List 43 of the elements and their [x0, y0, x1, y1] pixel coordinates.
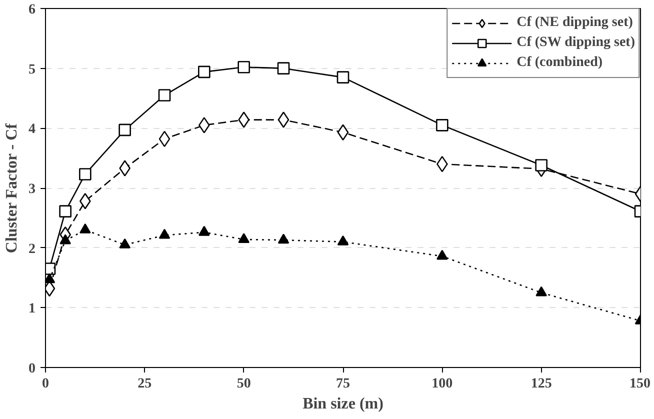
x-tick-label: 100 — [432, 376, 453, 392]
legend-label: Cf (NE dipping set) — [516, 15, 633, 31]
point — [337, 124, 349, 141]
point — [198, 226, 210, 236]
y-tick-label: 6 — [28, 2, 36, 18]
point — [238, 233, 250, 243]
y-tick-label: 5 — [28, 62, 36, 78]
y-tick-label: 0 — [28, 362, 36, 376]
y-tick-label: 3 — [28, 182, 36, 197]
y-axis-title: Cluster Factor - Cf — [4, 122, 20, 254]
point — [278, 234, 290, 244]
point — [60, 234, 71, 244]
point — [46, 273, 56, 284]
x-tick-label: 75 — [336, 376, 350, 392]
point — [198, 66, 210, 78]
point — [59, 205, 72, 218]
point — [277, 62, 290, 74]
point — [337, 235, 349, 246]
point — [436, 119, 448, 132]
legend-label: Cf (combined) — [516, 55, 603, 71]
point — [336, 71, 350, 84]
y-tick-label: 4 — [28, 122, 36, 138]
x-tick-label: 25 — [138, 376, 152, 392]
point — [158, 89, 171, 102]
point — [158, 130, 170, 148]
x-axis-title: Bin size (m) — [302, 396, 384, 412]
point — [436, 250, 448, 260]
y-tick-label: 1 — [28, 302, 36, 317]
point — [536, 286, 547, 296]
point — [238, 60, 250, 74]
x-tick-label: 125 — [530, 376, 552, 392]
x-tick-label: 0 — [42, 376, 49, 392]
point — [79, 168, 92, 180]
point — [158, 228, 170, 239]
x-tick-label: 150 — [630, 376, 650, 392]
point — [278, 112, 290, 128]
y-tick-label: 2 — [28, 242, 36, 257]
point — [119, 238, 130, 248]
x-tick-label: 50 — [236, 376, 251, 392]
point — [80, 223, 91, 234]
legend-label: Cf (SW dipping set) — [516, 35, 635, 51]
point — [118, 124, 131, 136]
point — [535, 159, 548, 172]
